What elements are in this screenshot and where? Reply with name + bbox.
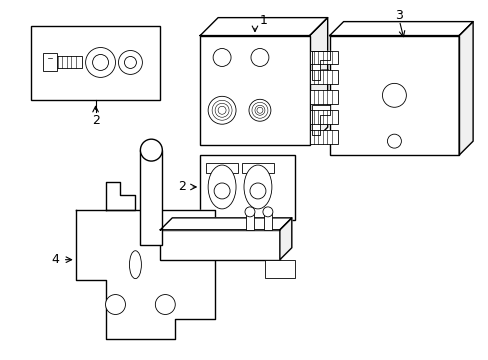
Polygon shape bbox=[309, 18, 327, 145]
Polygon shape bbox=[329, 22, 472, 36]
Bar bbox=[264, 212, 271, 230]
Circle shape bbox=[386, 134, 401, 148]
Circle shape bbox=[105, 294, 125, 315]
Text: 2: 2 bbox=[91, 114, 100, 127]
Circle shape bbox=[244, 207, 254, 217]
Bar bbox=[309, 90, 337, 104]
Bar bbox=[309, 130, 337, 144]
Circle shape bbox=[124, 57, 136, 68]
Circle shape bbox=[251, 102, 267, 118]
Bar bbox=[245, 212, 253, 230]
Circle shape bbox=[215, 103, 228, 117]
Polygon shape bbox=[311, 105, 329, 135]
Bar bbox=[200, 36, 309, 145]
Bar bbox=[309, 110, 337, 124]
Circle shape bbox=[382, 84, 406, 107]
Polygon shape bbox=[200, 18, 327, 36]
Bar bbox=[309, 71, 337, 84]
Circle shape bbox=[250, 49, 268, 67]
Circle shape bbox=[256, 107, 263, 113]
Circle shape bbox=[155, 294, 175, 315]
Text: 2: 2 bbox=[178, 180, 186, 193]
Polygon shape bbox=[160, 218, 291, 230]
Polygon shape bbox=[76, 210, 215, 339]
Text: 3: 3 bbox=[395, 9, 403, 22]
Bar bbox=[42, 54, 57, 71]
Circle shape bbox=[213, 49, 230, 67]
Text: 1: 1 bbox=[260, 14, 267, 27]
Ellipse shape bbox=[244, 165, 271, 209]
Bar bbox=[140, 150, 162, 245]
Polygon shape bbox=[311, 50, 329, 80]
Circle shape bbox=[85, 48, 115, 77]
Ellipse shape bbox=[129, 251, 141, 279]
Circle shape bbox=[92, 54, 108, 71]
Circle shape bbox=[118, 50, 142, 75]
Polygon shape bbox=[105, 182, 135, 210]
Text: 4: 4 bbox=[52, 253, 60, 266]
Bar bbox=[200, 155, 294, 220]
Circle shape bbox=[254, 105, 264, 115]
Bar bbox=[31, 26, 160, 100]
Circle shape bbox=[140, 139, 162, 161]
Circle shape bbox=[218, 106, 225, 114]
Bar bbox=[309, 50, 337, 64]
Bar bbox=[160, 230, 279, 260]
Bar bbox=[329, 36, 458, 155]
Circle shape bbox=[263, 207, 272, 217]
Polygon shape bbox=[458, 22, 472, 155]
Circle shape bbox=[208, 96, 236, 124]
Circle shape bbox=[249, 183, 265, 199]
Circle shape bbox=[214, 183, 229, 199]
Polygon shape bbox=[279, 218, 291, 260]
Bar bbox=[264, 260, 294, 278]
Circle shape bbox=[212, 100, 232, 120]
Ellipse shape bbox=[208, 165, 236, 209]
Circle shape bbox=[248, 99, 270, 121]
Bar bbox=[206, 163, 238, 173]
Bar bbox=[242, 163, 273, 173]
Bar bbox=[57, 57, 81, 68]
